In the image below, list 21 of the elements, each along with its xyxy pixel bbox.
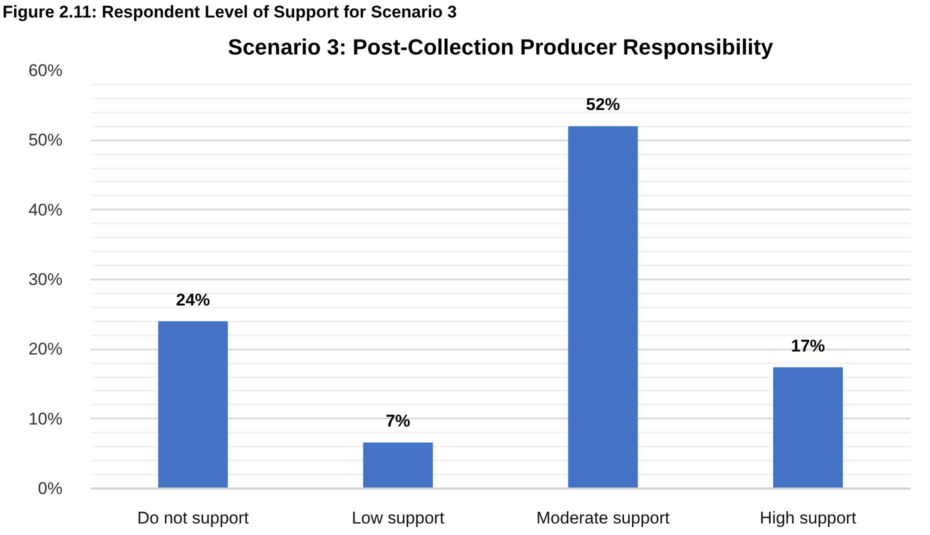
y-tick-label: 60% (28, 61, 63, 80)
x-tick-label: Do not support (137, 508, 250, 528)
data-label: 7% (386, 412, 410, 431)
y-tick-label: 40% (28, 200, 63, 220)
caption: Figure 2.11: Respondent Level of Support for Scenario 3 (2, 2, 457, 22)
x-tick-label: Low support (352, 508, 445, 528)
data-label: 17% (790, 336, 826, 356)
data-label: 24% (176, 290, 210, 310)
x-tick-label: High support (760, 508, 856, 528)
y-tick-label: 0% (38, 479, 63, 498)
y-tick-label: 30% (28, 270, 63, 289)
chart-title: Scenario 3: Post-Collection Producer Responsibility (228, 34, 774, 60)
x-tick-label: Moderate support (536, 508, 670, 528)
y-tick-label: 50% (28, 130, 63, 150)
bar (158, 321, 228, 488)
bar (773, 367, 843, 488)
y-tick-label: 10% (28, 409, 63, 428)
bar (568, 126, 638, 488)
data-label: 52% (586, 95, 620, 114)
y-tick-label: 20% (28, 340, 63, 359)
bar (363, 442, 433, 488)
